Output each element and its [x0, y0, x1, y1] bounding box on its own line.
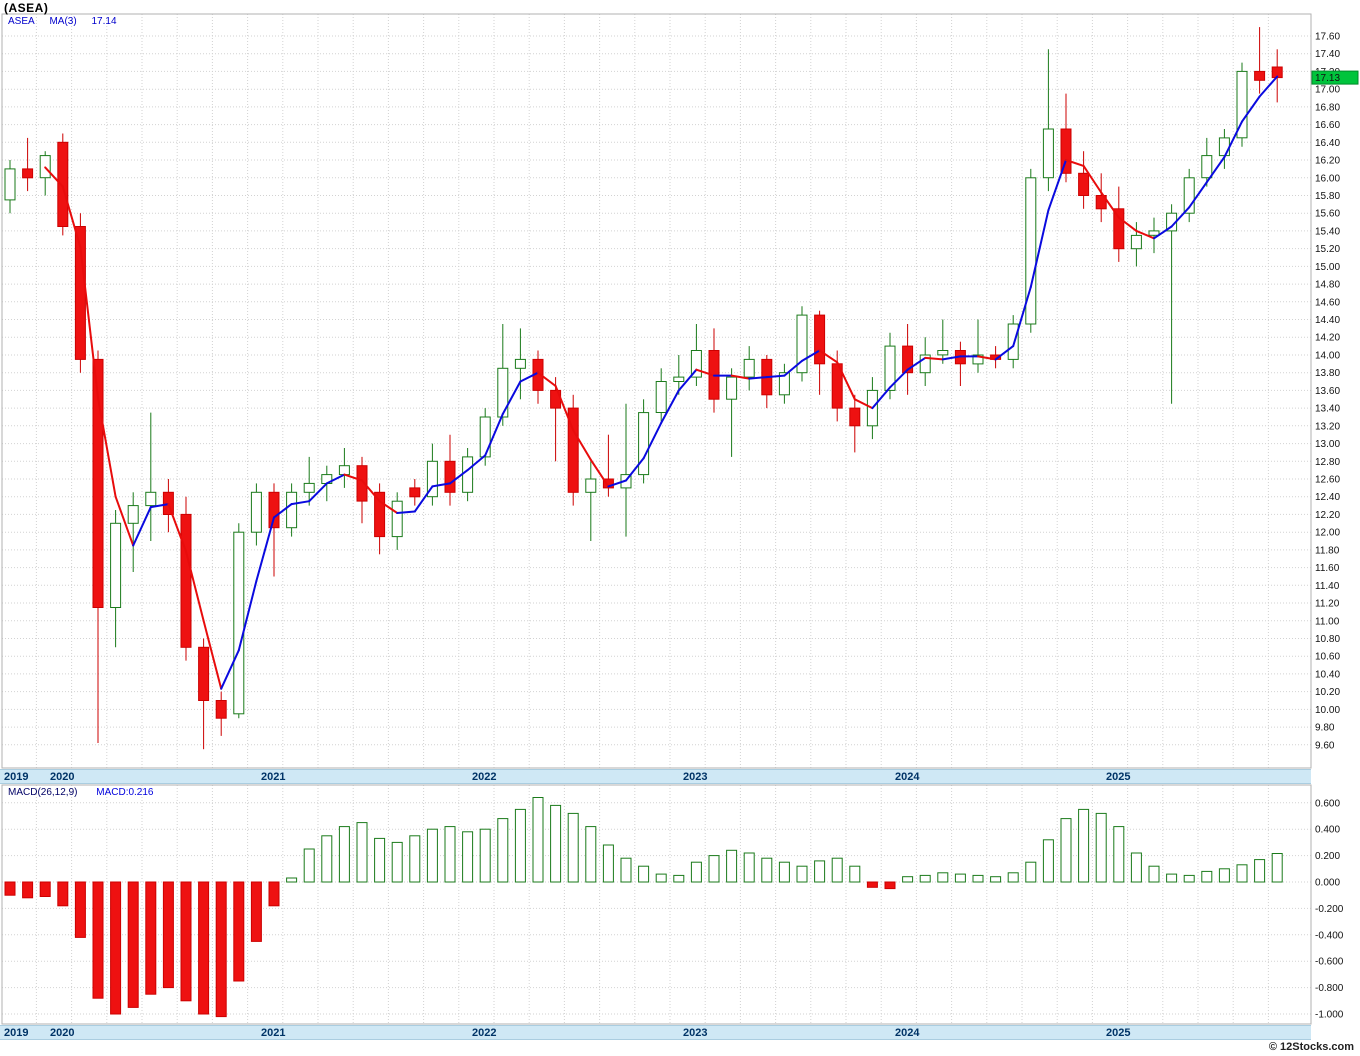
legend-ma-label: MA(3) — [49, 16, 77, 27]
year-label: 2021 — [261, 771, 286, 783]
year-label: 2021 — [261, 1027, 286, 1039]
macd-legend: MACD(26,12,9) MACD:0.216 — [8, 787, 154, 798]
macd-histogram — [4, 797, 1283, 1018]
svg-text:14.00: 14.00 — [1315, 351, 1340, 362]
svg-text:10.40: 10.40 — [1315, 669, 1340, 680]
ma3-line — [44, 75, 1279, 690]
svg-text:10.00: 10.00 — [1315, 705, 1340, 716]
macd-formula-label: MACD(26,12,9) — [8, 787, 78, 798]
year-label: 2025 — [1106, 1027, 1131, 1039]
legend-ma-value: 17.14 — [91, 16, 117, 27]
svg-text:14.40: 14.40 — [1315, 315, 1340, 326]
year-label: 2019 — [4, 1027, 29, 1039]
axis-labels: 9.60 9.80 10.00 10.20 10.40 10.60 10.80 11.00 11… — [1315, 32, 1344, 1021]
svg-text:16.80: 16.80 — [1315, 102, 1340, 113]
gridlines — [2, 14, 1311, 1024]
svg-text:13.40: 13.40 — [1315, 404, 1340, 415]
svg-text:16.40: 16.40 — [1315, 138, 1340, 149]
svg-text:0.200: 0.200 — [1315, 851, 1340, 862]
price-legend: ASEA MA(3) 17.14 — [8, 16, 129, 27]
svg-text:17.40: 17.40 — [1315, 49, 1340, 60]
svg-text:11.40: 11.40 — [1315, 581, 1340, 592]
chart-title: (ASEA) — [4, 1, 49, 15]
svg-text:11.60: 11.60 — [1315, 563, 1340, 574]
svg-text:12.40: 12.40 — [1315, 492, 1340, 503]
site-credit: © 12Stocks.com — [1268, 1041, 1354, 1053]
svg-text:13.20: 13.20 — [1315, 421, 1340, 432]
svg-text:10.80: 10.80 — [1315, 634, 1340, 645]
svg-text:11.80: 11.80 — [1315, 545, 1340, 556]
svg-text:14.20: 14.20 — [1315, 333, 1340, 344]
svg-text:9.60: 9.60 — [1315, 740, 1335, 751]
year-label: 2022 — [472, 771, 497, 783]
svg-text:17.60: 17.60 — [1315, 32, 1340, 43]
legend-symbol: ASEA — [8, 16, 35, 27]
svg-text:10.60: 10.60 — [1315, 652, 1340, 663]
svg-text:15.60: 15.60 — [1315, 209, 1340, 220]
svg-text:9.80: 9.80 — [1315, 723, 1335, 734]
svg-text:-0.200: -0.200 — [1315, 904, 1344, 915]
svg-text:15.00: 15.00 — [1315, 262, 1340, 273]
x-axis-years-main: 2019 2020 2021 2022 2023 2024 2025 — [0, 769, 1311, 784]
svg-text:12.80: 12.80 — [1315, 457, 1340, 468]
year-label: 2024 — [895, 1027, 920, 1039]
year-label: 2023 — [683, 1027, 708, 1039]
svg-text:11.00: 11.00 — [1315, 616, 1340, 627]
svg-text:0.600: 0.600 — [1315, 798, 1340, 809]
svg-text:16.60: 16.60 — [1315, 120, 1340, 131]
year-label: 2024 — [895, 771, 920, 783]
svg-text:11.20: 11.20 — [1315, 599, 1340, 610]
svg-text:14.60: 14.60 — [1315, 297, 1340, 308]
svg-text:0.400: 0.400 — [1315, 825, 1340, 836]
svg-text:-0.600: -0.600 — [1315, 957, 1344, 968]
svg-text:17.13: 17.13 — [1315, 73, 1340, 84]
svg-text:13.80: 13.80 — [1315, 368, 1340, 379]
candlesticks — [4, 27, 1283, 750]
year-label: 2019 — [4, 771, 29, 783]
svg-text:13.60: 13.60 — [1315, 386, 1340, 397]
last-price-tag: 17.13 — [1311, 70, 1359, 85]
x-axis-years-macd: 2019 2020 2021 2022 2023 2024 2025 — [0, 1025, 1311, 1040]
svg-text:12.00: 12.00 — [1315, 528, 1340, 539]
svg-text:16.20: 16.20 — [1315, 156, 1340, 167]
svg-text:12.20: 12.20 — [1315, 510, 1340, 521]
year-label: 2020 — [50, 1027, 75, 1039]
macd-current-value: MACD:0.216 — [96, 787, 154, 798]
plot-frames — [1, 13, 1312, 1025]
svg-text:15.20: 15.20 — [1315, 244, 1340, 255]
svg-text:10.20: 10.20 — [1315, 687, 1340, 698]
svg-text:13.00: 13.00 — [1315, 439, 1340, 450]
svg-text:-1.000: -1.000 — [1315, 1010, 1344, 1021]
svg-text:17.00: 17.00 — [1315, 85, 1340, 96]
year-label: 2020 — [50, 771, 75, 783]
svg-text:12.60: 12.60 — [1315, 475, 1340, 486]
svg-text:0.000: 0.000 — [1315, 878, 1340, 889]
svg-text:16.00: 16.00 — [1315, 173, 1340, 184]
year-label: 2023 — [683, 771, 708, 783]
svg-text:14.80: 14.80 — [1315, 280, 1340, 291]
svg-text:15.80: 15.80 — [1315, 191, 1340, 202]
year-label: 2025 — [1106, 771, 1131, 783]
svg-text:15.40: 15.40 — [1315, 226, 1340, 237]
svg-text:-0.400: -0.400 — [1315, 930, 1344, 941]
svg-text:-0.800: -0.800 — [1315, 983, 1344, 994]
year-label: 2022 — [472, 1027, 497, 1039]
